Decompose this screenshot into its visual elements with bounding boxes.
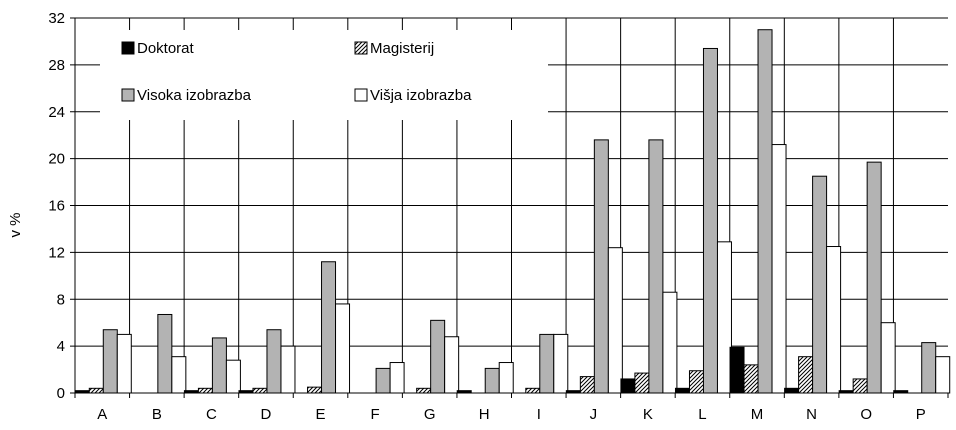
- x-tick-label: L: [698, 406, 706, 423]
- bar-N-3: [813, 176, 827, 393]
- bar-K-4: [663, 292, 677, 393]
- bar-J-4: [608, 248, 622, 393]
- bar-D-4: [281, 346, 295, 393]
- legend-label: Doktorat: [137, 40, 195, 57]
- bar-C-2: [198, 388, 212, 393]
- bar-G-3: [431, 320, 445, 393]
- bar-I-4: [554, 334, 568, 393]
- y-tick-label: 24: [48, 104, 65, 121]
- x-tick-label: J: [590, 406, 598, 423]
- bar-P-3: [922, 343, 936, 393]
- x-tick-label: D: [261, 406, 272, 423]
- y-tick-label: 16: [48, 198, 65, 215]
- bar-F-4: [390, 363, 404, 393]
- legend-label: Visoka izobrazba: [137, 87, 252, 104]
- x-tick-label: K: [643, 406, 653, 423]
- legend-swatch: [122, 42, 134, 54]
- x-tick-label: P: [916, 406, 926, 423]
- bar-K-1: [621, 379, 635, 393]
- x-tick-label: G: [424, 406, 436, 423]
- bar-N-4: [827, 247, 841, 393]
- legend-label: Višja izobrazba: [370, 87, 472, 104]
- bar-A-4: [117, 334, 131, 393]
- bar-A-2: [89, 388, 103, 393]
- bar-M-3: [758, 30, 772, 393]
- bar-M-1: [730, 347, 744, 393]
- x-tick-label: I: [537, 406, 541, 423]
- bar-L-4: [717, 242, 731, 393]
- x-tick-label: A: [97, 406, 107, 423]
- bar-M-2: [744, 365, 758, 393]
- bar-M-4: [772, 145, 786, 393]
- x-tick-label: B: [152, 406, 162, 423]
- y-tick-label: 8: [57, 291, 65, 308]
- y-tick-label: 28: [48, 57, 65, 74]
- legend: Doktorat Magisterij Visoka izobrazba Višja …: [100, 30, 548, 120]
- x-tick-label: O: [860, 406, 872, 423]
- bar-O-2: [853, 379, 867, 393]
- bar-J-3: [594, 140, 608, 393]
- bar-A-3: [103, 330, 117, 393]
- bar-B-4: [172, 357, 186, 393]
- x-tick-label: F: [371, 406, 380, 423]
- y-tick-label: 32: [48, 10, 65, 27]
- bar-H-4: [499, 363, 513, 393]
- bar-P-4: [936, 357, 950, 393]
- x-tick-label: N: [806, 406, 817, 423]
- bar-O-4: [881, 323, 895, 393]
- bar-D-3: [267, 330, 281, 393]
- bar-K-2: [635, 373, 649, 393]
- legend-swatch: [122, 89, 134, 101]
- bar-F-3: [376, 368, 390, 393]
- x-tick-label: H: [479, 406, 490, 423]
- bar-E-3: [322, 262, 336, 393]
- bar-L-3: [703, 48, 717, 393]
- bar-N-2: [799, 357, 813, 393]
- y-tick-label: 4: [57, 338, 65, 355]
- legend-swatch: [355, 42, 367, 54]
- bar-O-3: [867, 162, 881, 393]
- x-tick-label: E: [316, 406, 326, 423]
- x-tick-label: C: [206, 406, 217, 423]
- y-tick-label: 20: [48, 151, 65, 168]
- bar-C-4: [226, 360, 240, 393]
- bar-D-2: [253, 388, 267, 393]
- legend-swatch: [355, 89, 367, 101]
- bar-E-4: [336, 304, 350, 393]
- bar-I-3: [540, 334, 554, 393]
- bar-H-3: [485, 368, 499, 393]
- bar-B-3: [158, 314, 172, 393]
- bar-J-2: [580, 377, 594, 393]
- bar-G-4: [445, 337, 459, 393]
- bar-E-2: [308, 387, 322, 393]
- y-tick-label: 12: [48, 244, 65, 261]
- x-tick-label: M: [751, 406, 764, 423]
- y-axis-title: v %: [7, 212, 24, 237]
- bar-N-1: [785, 388, 799, 393]
- y-tick-label: 0: [57, 385, 65, 402]
- bar-K-3: [649, 140, 663, 393]
- legend-label: Magisterij: [370, 40, 434, 57]
- bar-I-2: [526, 388, 540, 393]
- bar-C-3: [212, 338, 226, 393]
- bar-L-2: [689, 371, 703, 393]
- bar-G-2: [417, 388, 431, 393]
- bar-L-1: [675, 388, 689, 393]
